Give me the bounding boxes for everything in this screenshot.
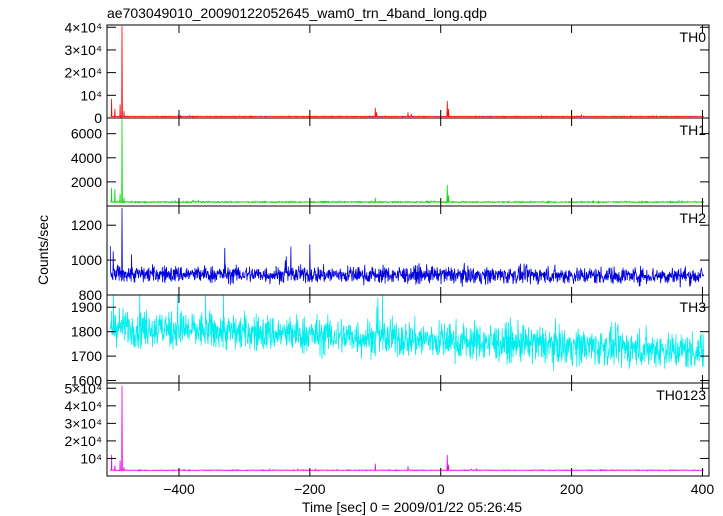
y-tick-label: 6000 — [71, 126, 102, 142]
panel-th0: 0 10⁴ 2×10⁴ 3×10⁴ 4×10⁴ TH0 — [64, 19, 710, 126]
panel-frame — [106, 117, 710, 207]
y-axis-label: Counts/sec — [35, 215, 51, 285]
y-tick-label: 0 — [94, 110, 102, 126]
panel-label: TH3 — [680, 299, 707, 315]
y-tick-label: 3×10⁴ — [64, 415, 102, 431]
panel-th2: 800 1000 1200 TH2 — [71, 205, 710, 303]
y-tick-label: 1800 — [71, 324, 102, 340]
panel-frame — [106, 24, 710, 119]
x-axis-label: Time [sec] 0 = 2009/01/22 05:26:45 — [302, 499, 522, 515]
y-tick-label: 1600 — [71, 373, 102, 389]
y-tick-label: 1700 — [71, 348, 102, 364]
y-tick-label: 10⁴ — [80, 450, 102, 466]
panel-th1: 2000 4000 6000 TH1 — [71, 117, 710, 207]
panel-label: TH1 — [680, 122, 707, 138]
y-tick-label: 10⁴ — [80, 87, 102, 103]
panel-label: TH2 — [680, 210, 707, 226]
y-tick-label: 2000 — [71, 174, 102, 190]
x-tick-label: 400 — [691, 481, 715, 497]
y-tick-label: 5×10⁴ — [64, 380, 102, 396]
y-tick-label: 4000 — [71, 150, 102, 166]
series-line-th1 — [110, 119, 705, 205]
y-tick-label: 2×10⁴ — [64, 433, 102, 449]
y-tick-label: 800 — [79, 287, 103, 303]
chart-title: ae703049010_20090122052645_wam0_trn_4ban… — [107, 5, 487, 21]
y-tick-label: 3×10⁴ — [64, 42, 102, 58]
y-tick-label: 4×10⁴ — [64, 19, 102, 35]
x-axis: −400 −200 0 200 400 — [163, 481, 714, 497]
x-tick-label: 0 — [437, 481, 445, 497]
x-tick-label: 200 — [560, 481, 584, 497]
series-line-th2 — [109, 207, 705, 288]
series-line-th0 — [110, 26, 704, 118]
x-tick-label: −200 — [294, 481, 326, 497]
y-tick-label: 1900 — [71, 299, 102, 315]
y-tick-label: 4×10⁴ — [64, 398, 102, 414]
series-line-th3 — [109, 294, 705, 371]
y-tick-label: 2×10⁴ — [64, 65, 102, 81]
x-tick-label: −400 — [163, 481, 195, 497]
y-tick-label: 1200 — [71, 217, 102, 233]
y-tick-label: 1000 — [71, 252, 102, 268]
panel-th3: 1600 1700 1800 1900 TH3 — [71, 294, 710, 389]
panel-label: TH0 — [680, 29, 707, 45]
series-line-th0123 — [110, 385, 704, 472]
panel-label: TH0123 — [656, 387, 706, 403]
panel-frame — [106, 382, 710, 477]
